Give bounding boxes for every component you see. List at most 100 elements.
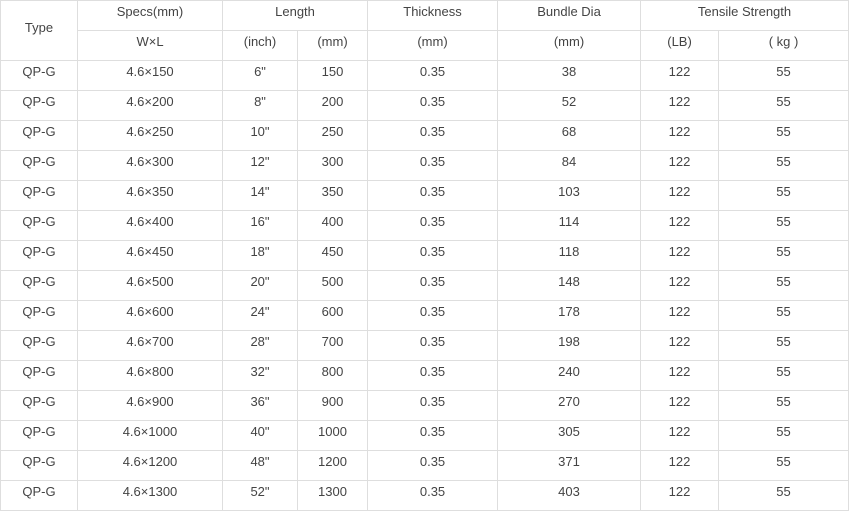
cell-length-inch: 48" — [222, 450, 298, 481]
header-specs: Specs(mm) — [77, 0, 223, 31]
cell-type: QP-G — [0, 450, 78, 481]
cell-bundle-dia: 270 — [497, 390, 642, 421]
cell-type: QP-G — [0, 270, 78, 301]
cell-thickness: 0.35 — [367, 330, 499, 361]
cell-type: QP-G — [0, 300, 78, 331]
cell-bundle-dia: 148 — [497, 270, 642, 301]
cell-bundle-dia: 52 — [497, 90, 642, 121]
cell-length-mm: 900 — [296, 390, 369, 421]
header-thickness-unit: (mm) — [367, 30, 499, 61]
cell-tensile-lb: 122 — [640, 360, 720, 391]
cell-bundle-dia: 240 — [497, 360, 642, 391]
table-row: QP-G 4.6×1200 48" 1200 0.35 371 122 55 — [0, 450, 849, 481]
cell-thickness: 0.35 — [367, 390, 499, 421]
table-row: QP-G 4.6×900 36" 900 0.35 270 122 55 — [0, 390, 849, 421]
cell-tensile-lb: 122 — [640, 210, 720, 241]
cell-specs: 4.6×150 — [77, 60, 223, 91]
cell-tensile-lb: 122 — [640, 60, 720, 91]
cell-thickness: 0.35 — [367, 480, 499, 511]
table-row: QP-G 4.6×1300 52" 1300 0.35 403 122 55 — [0, 480, 849, 511]
cell-bundle-dia: 118 — [497, 240, 642, 271]
cell-type: QP-G — [0, 180, 78, 211]
cell-length-inch: 32" — [222, 360, 298, 391]
cell-tensile-kg: 55 — [718, 390, 849, 421]
cell-specs: 4.6×300 — [77, 150, 223, 181]
cell-length-inch: 40" — [222, 420, 298, 451]
table-row: QP-G 4.6×300 12" 300 0.35 84 122 55 — [0, 150, 849, 181]
cell-tensile-kg: 55 — [718, 300, 849, 331]
cell-thickness: 0.35 — [367, 210, 499, 241]
cell-tensile-kg: 55 — [718, 420, 849, 451]
cell-thickness: 0.35 — [367, 120, 499, 151]
cell-bundle-dia: 403 — [497, 480, 642, 511]
cell-tensile-lb: 122 — [640, 270, 720, 301]
cell-specs: 4.6×700 — [77, 330, 223, 361]
cell-specs: 4.6×200 — [77, 90, 223, 121]
cell-tensile-lb: 122 — [640, 420, 720, 451]
cell-thickness: 0.35 — [367, 420, 499, 451]
cell-thickness: 0.35 — [367, 180, 499, 211]
cell-length-mm: 1000 — [296, 420, 369, 451]
cell-length-inch: 18" — [222, 240, 298, 271]
header-bundle-dia-unit: (mm) — [497, 30, 642, 61]
header-row-1: Type Specs(mm) Length Thickness Bundle D… — [0, 0, 849, 61]
cell-bundle-dia: 68 — [497, 120, 642, 151]
header-length-inch: (inch) — [222, 30, 298, 61]
cell-tensile-kg: 55 — [718, 240, 849, 271]
cell-type: QP-G — [0, 330, 78, 361]
cell-tensile-kg: 55 — [718, 90, 849, 121]
cell-length-inch: 14" — [222, 180, 298, 211]
header-row-2: W×L (inch) (mm) (mm) (mm) (LB) ( kg ) — [1, 30, 849, 61]
cell-length-inch: 8" — [222, 90, 298, 121]
cell-tensile-kg: 55 — [718, 330, 849, 361]
cell-tensile-lb: 122 — [640, 120, 720, 151]
header-thickness: Thickness — [367, 0, 499, 31]
cell-length-inch: 10" — [222, 120, 298, 151]
specs-table: Type Specs(mm) Length Thickness Bundle D… — [0, 0, 849, 511]
cell-bundle-dia: 198 — [497, 330, 642, 361]
cell-type: QP-G — [0, 240, 78, 271]
header-specs-unit: W×L — [77, 30, 223, 61]
cell-length-inch: 36" — [222, 390, 298, 421]
table-row: QP-G 4.6×700 28" 700 0.35 198 122 55 — [0, 330, 849, 361]
cell-length-mm: 300 — [296, 150, 369, 181]
cell-specs: 4.6×350 — [77, 180, 223, 211]
cell-tensile-lb: 122 — [640, 300, 720, 331]
cell-length-inch: 24" — [222, 300, 298, 331]
cell-type: QP-G — [0, 360, 78, 391]
cell-length-inch: 28" — [222, 330, 298, 361]
cell-tensile-kg: 55 — [718, 480, 849, 511]
table-row: QP-G 4.6×1000 40" 1000 0.35 305 122 55 — [0, 420, 849, 451]
cell-tensile-lb: 122 — [640, 90, 720, 121]
cell-type: QP-G — [0, 120, 78, 151]
header-tensile-strength: Tensile Strength — [640, 0, 849, 31]
cell-thickness: 0.35 — [367, 360, 499, 391]
table-row: QP-G 4.6×600 24" 600 0.35 178 122 55 — [0, 300, 849, 331]
cell-tensile-kg: 55 — [718, 450, 849, 481]
cell-tensile-lb: 122 — [640, 450, 720, 481]
cell-length-inch: 20" — [222, 270, 298, 301]
cell-specs: 4.6×450 — [77, 240, 223, 271]
cell-length-inch: 16" — [222, 210, 298, 241]
cell-length-mm: 400 — [296, 210, 369, 241]
cell-bundle-dia: 84 — [497, 150, 642, 181]
header-type: Type — [0, 0, 78, 61]
cell-specs: 4.6×400 — [77, 210, 223, 241]
cell-tensile-lb: 122 — [640, 330, 720, 361]
cell-length-mm: 200 — [296, 90, 369, 121]
header-length: Length — [221, 0, 369, 31]
table-row: QP-G 4.6×200 8" 200 0.35 52 122 55 — [0, 90, 849, 121]
cell-length-inch: 52" — [222, 480, 298, 511]
header-tensile-lb: (LB) — [640, 30, 720, 61]
cell-specs: 4.6×250 — [77, 120, 223, 151]
table-body: QP-G 4.6×150 6" 150 0.35 38 122 55 QP-G 4.6×200 8"… — [0, 60, 849, 511]
cell-tensile-kg: 55 — [718, 60, 849, 91]
cell-bundle-dia: 305 — [497, 420, 642, 451]
cell-tensile-kg: 55 — [718, 180, 849, 211]
cell-thickness: 0.35 — [367, 90, 499, 121]
cell-tensile-lb: 122 — [640, 150, 720, 181]
cell-bundle-dia: 38 — [497, 60, 642, 91]
cell-tensile-kg: 55 — [718, 210, 849, 241]
cell-length-mm: 250 — [296, 120, 369, 151]
cell-length-mm: 1200 — [296, 450, 369, 481]
